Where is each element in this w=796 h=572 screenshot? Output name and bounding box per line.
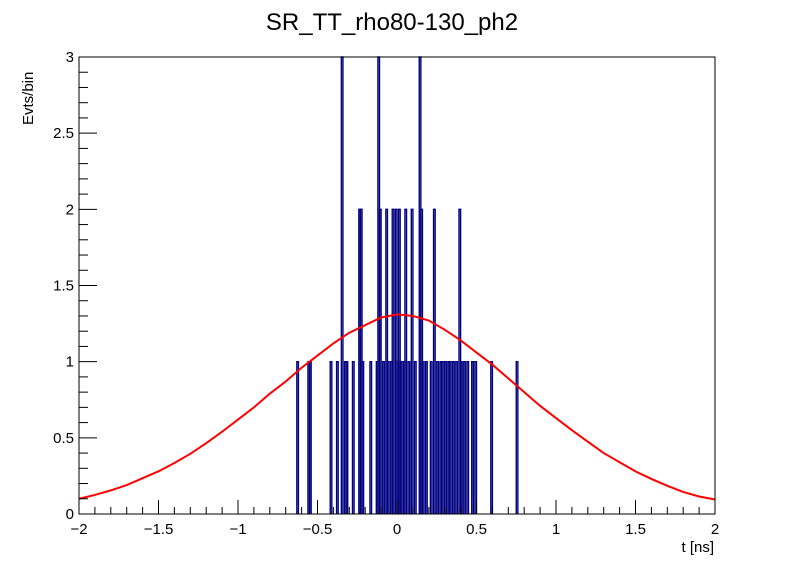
x-tick-label: −1 [229, 521, 246, 538]
histogram-bin [429, 360, 433, 514]
histogram-bin [451, 360, 455, 514]
histogram-bin [404, 208, 408, 514]
histogram-bin [466, 360, 470, 514]
histogram-bin [391, 208, 395, 514]
histogram-bin [351, 360, 355, 514]
histogram-bin [386, 360, 390, 514]
histogram-bin [459, 360, 463, 514]
histogram-bin [424, 360, 428, 514]
histogram-bin [490, 360, 494, 514]
histogram-bin [448, 360, 452, 514]
histogram-bin [361, 360, 365, 514]
histogram-bin [410, 208, 414, 514]
histogram-bin [399, 360, 403, 514]
histogram-bin [335, 360, 339, 514]
y-tick-label: 3 [66, 49, 74, 66]
histogram-bin [474, 360, 478, 514]
histogram-bin [413, 360, 417, 514]
histogram-bin [296, 360, 300, 514]
x-tick-label: 1 [552, 521, 560, 538]
histogram-bin [340, 56, 344, 514]
histogram-bin [308, 360, 312, 514]
x-axis-label: t [ns] [681, 539, 714, 556]
fit-curve [78, 313, 716, 501]
x-tick-label: −0.5 [303, 521, 333, 538]
x-tick-label: 1.5 [625, 521, 646, 538]
histogram-bin [381, 360, 385, 514]
y-tick-label: 1 [66, 354, 74, 371]
histogram-bin [471, 360, 475, 514]
x-tick-label: −1.5 [144, 521, 174, 538]
histogram-bin [329, 360, 333, 514]
histogram-bin [436, 360, 440, 514]
chart-title: SR_TT_rho80-130_ph2 [266, 9, 518, 36]
y-tick-label: 0.5 [53, 430, 74, 447]
histogram-bin [378, 208, 382, 514]
x-tick-label: 0.5 [466, 521, 487, 538]
histogram-bin [444, 360, 447, 514]
histogram-bin [369, 360, 373, 514]
histogram-bin [455, 360, 459, 514]
y-tick-label: 1.5 [53, 278, 74, 295]
histogram-bin [345, 360, 349, 514]
x-tick-label: 2 [711, 521, 719, 538]
histogram-bin [432, 208, 436, 514]
x-tick-label: −2 [70, 521, 87, 538]
histogram-bin [440, 360, 444, 514]
axis-layer: −2 −1.5 −1 −0.5 0 0.5 1 1.5 2 0 0.5 1 1.5 2 2.5 3 [53, 49, 719, 538]
y-axis-label: Evts/bin [20, 72, 37, 125]
plot-data-layer [78, 56, 716, 514]
y-tick-label: 0 [66, 506, 74, 523]
y-tick-label: 2.5 [53, 125, 74, 142]
y-tick-label: 2 [66, 201, 74, 218]
histogram-bin [515, 360, 519, 514]
histogram-bin [463, 360, 467, 514]
histogram-bin [407, 360, 411, 514]
x-tick-label: 0 [393, 521, 401, 538]
histogram-bin [421, 360, 425, 514]
